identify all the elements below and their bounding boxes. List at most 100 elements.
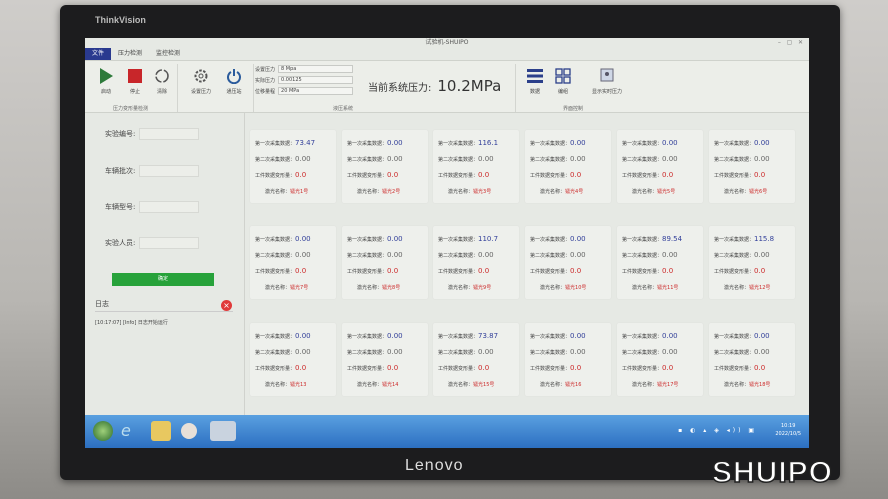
close-button[interactable]: ✕ [797,39,803,46]
ribbon-tabs: 文件 压力检测 监控检测 [85,48,809,60]
second-reading-label: 第二次采集数据： [438,349,479,356]
actual-pressure-input[interactable]: 0.00125 [278,76,354,84]
second-reading-value: 0.00 [295,251,311,259]
first-reading-label: 第一次采集数据： [530,140,571,147]
first-reading-value: 73.87 [478,332,499,340]
minimize-button[interactable]: – [777,39,781,46]
folder-icon[interactable] [151,421,171,441]
deformation-label: 工件数据变形量： [255,172,296,179]
second-reading-value: 0.00 [387,251,403,259]
second-reading-label: 第二次采集数据： [255,349,296,356]
laser-card: 第一次采集数据： 0.00 第二次采集数据： 0.00 工件数据变形量： 0.0 激光名称：… [617,130,703,203]
media-player-icon[interactable] [181,423,197,439]
deformation-value: 0.0 [478,171,490,179]
first-reading-label: 第一次采集数据： [622,236,663,243]
set-pressure-button[interactable]: 设置压力 [185,67,217,95]
tester-input[interactable] [139,237,200,249]
first-reading-value: 0.00 [570,139,586,147]
deformation-value: 0.0 [478,267,490,275]
deformation-value: 0.0 [570,267,582,275]
laser-name-label: 激光名称： [448,284,474,291]
maximize-button[interactable]: ▢ [786,39,793,46]
tab-monitor[interactable]: 监控检测 [156,50,181,57]
laser-name-value: 镭光7号 [290,284,309,291]
test-number-input[interactable] [139,128,200,140]
first-reading-value: 116.1 [478,139,499,147]
laser-name-value: 镭光3号 [473,188,492,195]
set-pressure-field: 设置压力 8 Mpa [255,65,354,73]
group-view-button[interactable]: 编组 [550,67,576,95]
show-realtime-pressure-button[interactable]: 显示实时压力 [585,67,629,95]
left-panel: 实验编号: 车辆批次: 车辆型号: 实验人员: 确定 日志 × [10:17:0… [85,113,245,415]
second-reading-value: 0.00 [570,251,586,259]
pump-station-button[interactable]: 通压站 [221,67,247,95]
displacement-range-field: 位移量程 20 MPa [255,87,354,95]
second-reading-label: 第二次采集数据： [347,252,388,259]
second-reading-value: 0.00 [295,155,311,163]
list-icon [522,67,548,85]
second-reading-label: 第二次采集数据： [530,349,571,356]
laser-card: 第一次采集数据： 73.87 第二次采集数据： 0.00 工件数据变形量： 0.0 激光名称… [433,323,519,396]
second-reading-label: 第二次采集数据： [347,349,388,356]
laser-name-label: 激光名称： [632,381,658,388]
deformation-label: 工件数据变形量： [347,268,388,275]
vehicle-batch-input[interactable] [139,165,200,177]
system-tray-icons[interactable]: ▪ ◐ ▴ ◈ ◂)) ▣ [678,427,757,434]
deformation-value: 0.0 [662,171,674,179]
deformation-label: 工件数据变形量： [622,172,663,179]
laser-card: 第一次采集数据： 0.00 第二次采集数据： 0.00 工件数据变形量： 0.0 激光名称：… [525,226,611,299]
deformation-label: 工件数据变形量： [622,365,663,372]
confirm-button[interactable]: 确定 [112,273,214,286]
clear-button[interactable]: 清除 [149,67,175,95]
laser-name-label: 激光名称： [357,284,383,291]
second-reading-label: 第二次采集数据： [530,252,571,259]
first-reading-label: 第一次采集数据： [438,236,479,243]
laser-card: 第一次采集数据： 0.00 第二次采集数据： 0.00 工件数据变形量： 0.0 激光名称：… [709,323,795,396]
deformation-label: 工件数据变形量： [347,365,388,372]
start-menu-icon[interactable] [93,421,113,441]
log-title: 日志 [95,299,233,312]
first-reading-value: 0.00 [662,332,678,340]
second-reading-value: 0.00 [662,251,678,259]
first-reading-label: 第一次采集数据： [255,333,296,340]
laser-name-value: 镭光4号 [565,188,584,195]
deformation-label: 工件数据变形量： [438,365,479,372]
second-reading-label: 第二次采集数据： [255,156,296,163]
first-reading-value: 0.00 [754,332,770,340]
test-number-field: 实验编号: [105,128,200,140]
displacement-range-select[interactable]: 20 MPa [278,87,354,95]
first-reading-value: 0.00 [662,139,678,147]
first-reading-value: 89.54 [662,235,683,243]
system-pressure-value: 10.2MPa [437,77,502,95]
laser-name-value: 镭光5号 [657,188,676,195]
tab-file[interactable]: 文件 [85,48,112,60]
clock[interactable]: 10:19 2022/10/5 [775,423,801,437]
laser-card: 第一次采集数据： 89.54 第二次采集数据： 0.00 工件数据变形量： 0.0 激光名称… [617,226,703,299]
laser-card: 第一次采集数据： 0.00 第二次采集数据： 0.00 工件数据变形量： 0.0 激光名称：… [342,130,428,203]
log-entry: [10:17:07] [Info] 日志开始运行 [95,320,168,326]
second-reading-label: 第二次采集数据： [438,156,479,163]
clear-log-icon[interactable]: × [221,300,232,311]
monitor-brand-bottom: Lenovo [405,457,464,474]
first-reading-label: 第一次采集数据： [714,236,755,243]
ie-browser-icon[interactable]: e [121,421,131,440]
second-reading-label: 第二次采集数据： [530,156,571,163]
second-reading-value: 0.00 [387,155,403,163]
tab-pressure[interactable]: 压力检测 [118,50,143,57]
laser-name-label: 激光名称： [265,284,291,291]
vehicle-model-input[interactable] [139,201,200,213]
app-window-icon[interactable] [210,421,236,441]
set-pressure-select[interactable]: 8 Mpa [278,65,354,73]
start-button[interactable]: 启动 [93,67,119,95]
laser-card: 第一次采集数据： 115.8 第二次采集数据： 0.00 工件数据变形量： 0.0 激光名称… [709,226,795,299]
stop-button[interactable]: 停止 [122,67,148,95]
laser-name-value: 镭光15号 [473,381,495,388]
data-view-button[interactable]: 数据 [522,67,548,95]
deformation-label: 工件数据变形量： [438,172,479,179]
laser-name-value: 镭光13 [290,381,307,388]
second-reading-value: 0.00 [662,348,678,356]
title-bar: 试验机-SHUIPO – ▢ ✕ [85,38,809,48]
laser-name-label: 激光名称： [448,188,474,195]
monitor-icon [585,67,629,85]
laser-card: 第一次采集数据： 0.00 第二次采集数据： 0.00 工件数据变形量： 0.0 激光名称：… [525,130,611,203]
